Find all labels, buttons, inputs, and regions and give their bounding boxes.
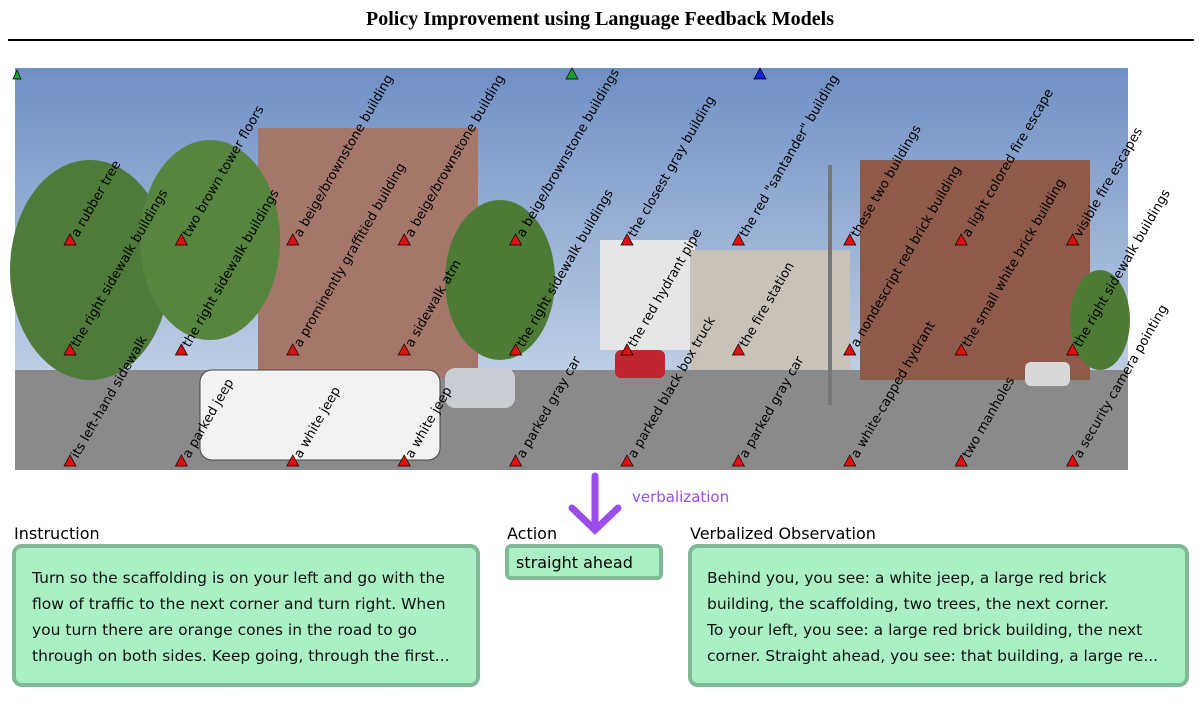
marker [286,454,300,467]
marker [174,454,188,467]
arrow-label: verbalization [632,488,729,506]
verbalization-arrow [568,472,622,535]
marker [63,454,77,467]
text-line: flow of traffic to the next corner and t… [32,595,446,613]
marker [509,343,523,356]
text-line: To your left, you see: a large red brick… [706,621,1142,639]
marker [954,233,968,246]
marker [843,454,857,467]
marker [1066,233,1080,246]
marker [63,233,77,246]
marker [174,233,188,246]
marker [63,343,77,356]
marker [1066,343,1080,356]
marker [286,233,300,246]
instruction-heading: Instruction [14,524,100,543]
instruction-box [12,544,480,687]
marker [731,454,745,467]
marker [843,343,857,356]
marker [397,343,411,356]
text-line: Turn so the scaffolding is on your left … [31,569,445,587]
marker [397,233,411,246]
marker [509,454,523,467]
panorama [10,67,1130,470]
marker [286,343,300,356]
observation-heading: Verbalized Observation [690,524,876,543]
marker [509,233,523,246]
text-line: through on both sides. Keep going, throu… [32,647,450,665]
marker [843,233,857,246]
marker [620,454,634,467]
action-box [505,544,663,580]
title: Policy Improvement using Language Feedba… [366,8,834,30]
marker [954,343,968,356]
text-line: corner. Straight ahead, you see: that bu… [707,647,1158,665]
marker [954,454,968,467]
marker [620,233,634,246]
observation-box [688,544,1189,687]
marker [731,343,745,356]
text-line: you turn there are orange cones in the r… [32,621,417,639]
marker [397,454,411,467]
text-line: Behind you, you see: a white jeep, a lar… [707,569,1107,587]
action-text: straight ahead [516,553,633,572]
marker [731,233,745,246]
marker [174,343,188,356]
marker [620,343,634,356]
marker [1066,454,1080,467]
text-line: building, the scaffolding, two trees, th… [707,595,1109,613]
action-heading: Action [507,524,557,543]
